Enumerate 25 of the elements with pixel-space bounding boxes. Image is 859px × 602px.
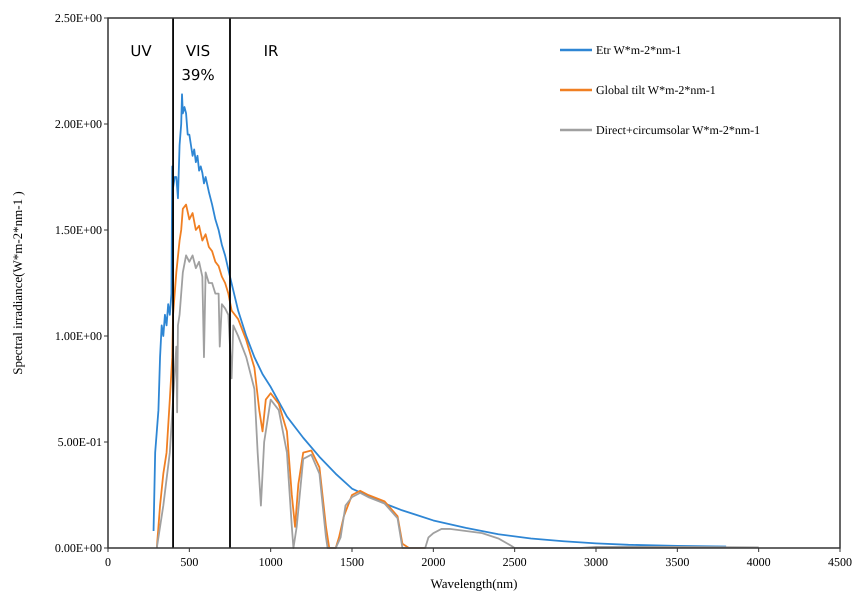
annotation: IR — [264, 42, 278, 60]
y-axis-title: Spectral irradiance(W*m-2*nm-1 ) — [10, 191, 25, 375]
annotation: VIS — [186, 42, 210, 60]
y-tick-label: 1.00E+00 — [54, 329, 102, 343]
y-tick-label: 2.50E+00 — [54, 11, 102, 25]
x-tick-label: 2500 — [502, 555, 527, 569]
annotation: UV — [130, 42, 152, 60]
y-tick-label: 0.00E+00 — [54, 541, 102, 555]
y-tick-label: 5.00E-01 — [58, 435, 102, 449]
x-tick-label: 1000 — [258, 555, 283, 569]
x-tick-label: 4000 — [746, 555, 771, 569]
x-tick-label: 500 — [180, 555, 198, 569]
x-tick-label: 1500 — [340, 555, 364, 569]
y-tick-label: 1.50E+00 — [54, 223, 102, 237]
legend-label: Etr W*m-2*nm-1 — [596, 43, 682, 57]
x-axis-title: Wavelength(nm) — [430, 576, 518, 591]
x-tick-label: 4500 — [828, 555, 852, 569]
x-tick-label: 0 — [105, 555, 111, 569]
y-tick-label: 2.00E+00 — [54, 117, 102, 131]
legend-label: Direct+circumsolar W*m-2*nm-1 — [596, 123, 760, 137]
annotation: 39% — [181, 66, 215, 84]
x-tick-label: 3000 — [584, 555, 608, 569]
legend-label: Global tilt W*m-2*nm-1 — [596, 83, 716, 97]
x-tick-label: 2000 — [421, 555, 446, 569]
x-tick-label: 3500 — [665, 555, 690, 569]
